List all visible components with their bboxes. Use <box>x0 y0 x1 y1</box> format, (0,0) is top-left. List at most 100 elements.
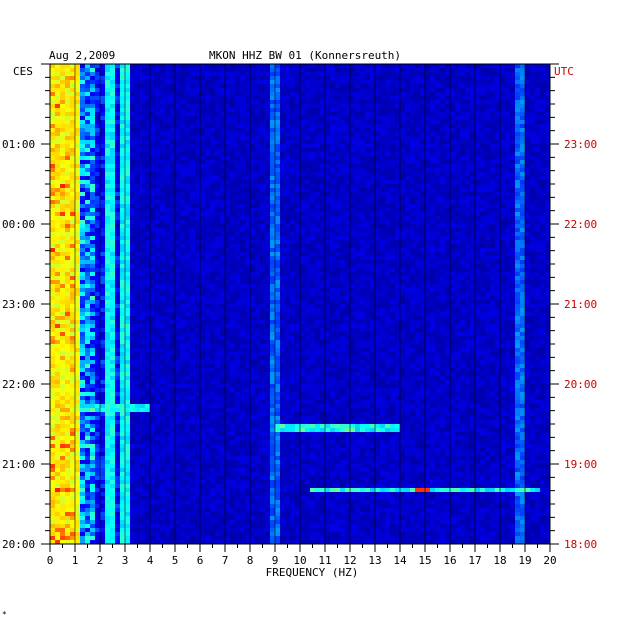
heatmap-cell <box>285 204 290 208</box>
heatmap-cell <box>205 64 210 68</box>
heatmap-cell <box>545 164 550 168</box>
heatmap-cell <box>135 228 140 232</box>
heatmap-cell <box>115 216 120 220</box>
heatmap-cell <box>365 220 370 224</box>
heatmap-cell <box>485 144 490 148</box>
heatmap-cell <box>225 140 230 144</box>
heatmap-cell <box>305 180 310 184</box>
heatmap-cell <box>355 120 360 124</box>
heatmap-cell <box>380 116 385 120</box>
heatmap-cell <box>130 88 135 92</box>
heatmap-cell <box>65 96 70 100</box>
heatmap-cell <box>200 84 205 88</box>
heatmap-cell <box>305 144 310 148</box>
heatmap-cell <box>455 84 460 88</box>
heatmap-cell <box>55 108 60 112</box>
heatmap-cell <box>225 124 230 128</box>
heatmap-cell <box>190 228 195 232</box>
heatmap-cell <box>140 256 145 260</box>
heatmap-cell <box>285 116 295 120</box>
heatmap-cell <box>230 208 235 212</box>
heatmap-cell <box>510 220 515 224</box>
heatmap-cell <box>415 204 420 208</box>
heatmap-cell <box>80 192 85 196</box>
heatmap-cell <box>320 172 325 176</box>
heatmap-cell <box>330 192 335 196</box>
heatmap-cell <box>170 216 175 220</box>
heatmap-cell <box>415 88 420 92</box>
heatmap-cell <box>70 120 75 124</box>
heatmap-cell <box>55 88 60 92</box>
heatmap-cell <box>175 88 180 92</box>
heatmap-cell <box>465 144 470 148</box>
heatmap-cell <box>230 100 235 104</box>
heatmap-cell <box>425 92 430 96</box>
heatmap-cell <box>400 240 405 244</box>
heatmap-cell <box>430 148 435 152</box>
heatmap-cell <box>225 236 230 240</box>
heatmap-cell <box>140 232 145 236</box>
heatmap-cell <box>200 264 205 268</box>
heatmap-cell <box>95 128 100 132</box>
heatmap-cell <box>70 212 75 216</box>
heatmap-cell <box>95 176 100 180</box>
heatmap-cell <box>125 156 130 160</box>
heatmap-cell <box>540 244 545 248</box>
heatmap-cell <box>465 164 470 168</box>
heatmap-cell <box>405 224 410 228</box>
heatmap-cell <box>60 220 65 224</box>
heatmap-cell <box>410 100 415 104</box>
heatmap-cell <box>385 256 390 260</box>
heatmap-cell <box>520 200 525 204</box>
heatmap-cell <box>120 88 125 92</box>
heatmap-cell <box>525 124 530 128</box>
heatmap-cell <box>235 236 240 240</box>
heatmap-cell <box>305 236 310 240</box>
heatmap-cell <box>540 68 545 72</box>
heatmap-cell <box>325 100 330 104</box>
heatmap-cell <box>505 124 510 128</box>
heatmap-cell <box>240 68 245 72</box>
heatmap-cell <box>535 148 540 152</box>
heatmap-cell <box>295 156 300 160</box>
heatmap-cell <box>405 168 410 172</box>
heatmap-cell <box>450 136 455 140</box>
heatmap-cell <box>240 124 245 128</box>
heatmap-cell <box>190 192 195 196</box>
heatmap-cell <box>445 196 450 200</box>
heatmap-cell <box>490 88 495 92</box>
heatmap-cell <box>135 92 140 96</box>
heatmap-cell <box>385 156 390 160</box>
heatmap-cell <box>160 92 165 96</box>
heatmap-cell <box>225 260 230 264</box>
heatmap-cell <box>420 128 425 132</box>
heatmap-cell <box>150 88 155 92</box>
heatmap-cell <box>115 176 120 180</box>
heatmap-cell <box>205 96 210 100</box>
heatmap-cell <box>545 228 550 232</box>
heatmap-cell <box>175 80 180 84</box>
heatmap-cell <box>75 224 80 228</box>
heatmap-cell <box>395 72 400 76</box>
heatmap-cell <box>530 124 535 128</box>
heatmap-cell <box>115 156 120 160</box>
heatmap-cell <box>510 152 515 156</box>
heatmap-cell <box>55 136 60 140</box>
heatmap-cell <box>500 256 505 260</box>
heatmap-cell <box>320 228 325 232</box>
heatmap-cell <box>285 192 290 196</box>
heatmap-cell <box>250 220 255 224</box>
heatmap-cell <box>190 116 195 120</box>
heatmap-cell <box>425 256 430 260</box>
heatmap-cell <box>410 80 415 84</box>
heatmap-cell <box>160 80 165 84</box>
heatmap-cell <box>195 180 200 184</box>
heatmap-cell <box>365 244 370 248</box>
heatmap-cell <box>345 184 350 188</box>
heatmap-cell <box>130 212 135 216</box>
heatmap-cell <box>65 264 70 268</box>
heatmap-cell <box>275 108 280 112</box>
heatmap-cell <box>205 236 210 240</box>
heatmap-cell <box>325 140 330 144</box>
heatmap-cell <box>405 116 410 120</box>
